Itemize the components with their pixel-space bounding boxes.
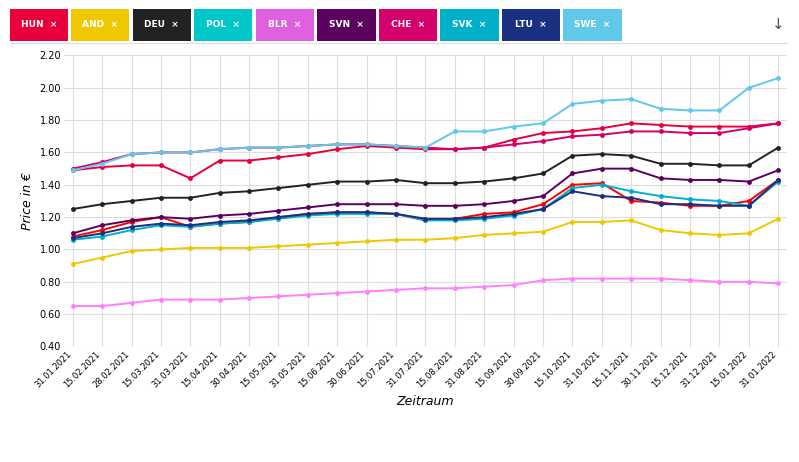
Text: CHE  ×: CHE × <box>391 20 425 30</box>
X-axis label: Zeitraum: Zeitraum <box>397 395 454 408</box>
Y-axis label: Price in €: Price in € <box>21 172 34 230</box>
Text: SVN  ×: SVN × <box>329 20 364 30</box>
Text: BLR  ×: BLR × <box>268 20 301 30</box>
Text: DEU  ×: DEU × <box>145 20 179 30</box>
Text: POL  ×: POL × <box>206 20 240 30</box>
Text: LTU  ×: LTU × <box>515 20 547 30</box>
Text: AND  ×: AND × <box>82 20 118 30</box>
Text: SVK  ×: SVK × <box>452 20 487 30</box>
Text: ↓: ↓ <box>772 18 785 32</box>
Text: HUN  ×: HUN × <box>21 20 57 30</box>
Text: SWE  ×: SWE × <box>574 20 610 30</box>
